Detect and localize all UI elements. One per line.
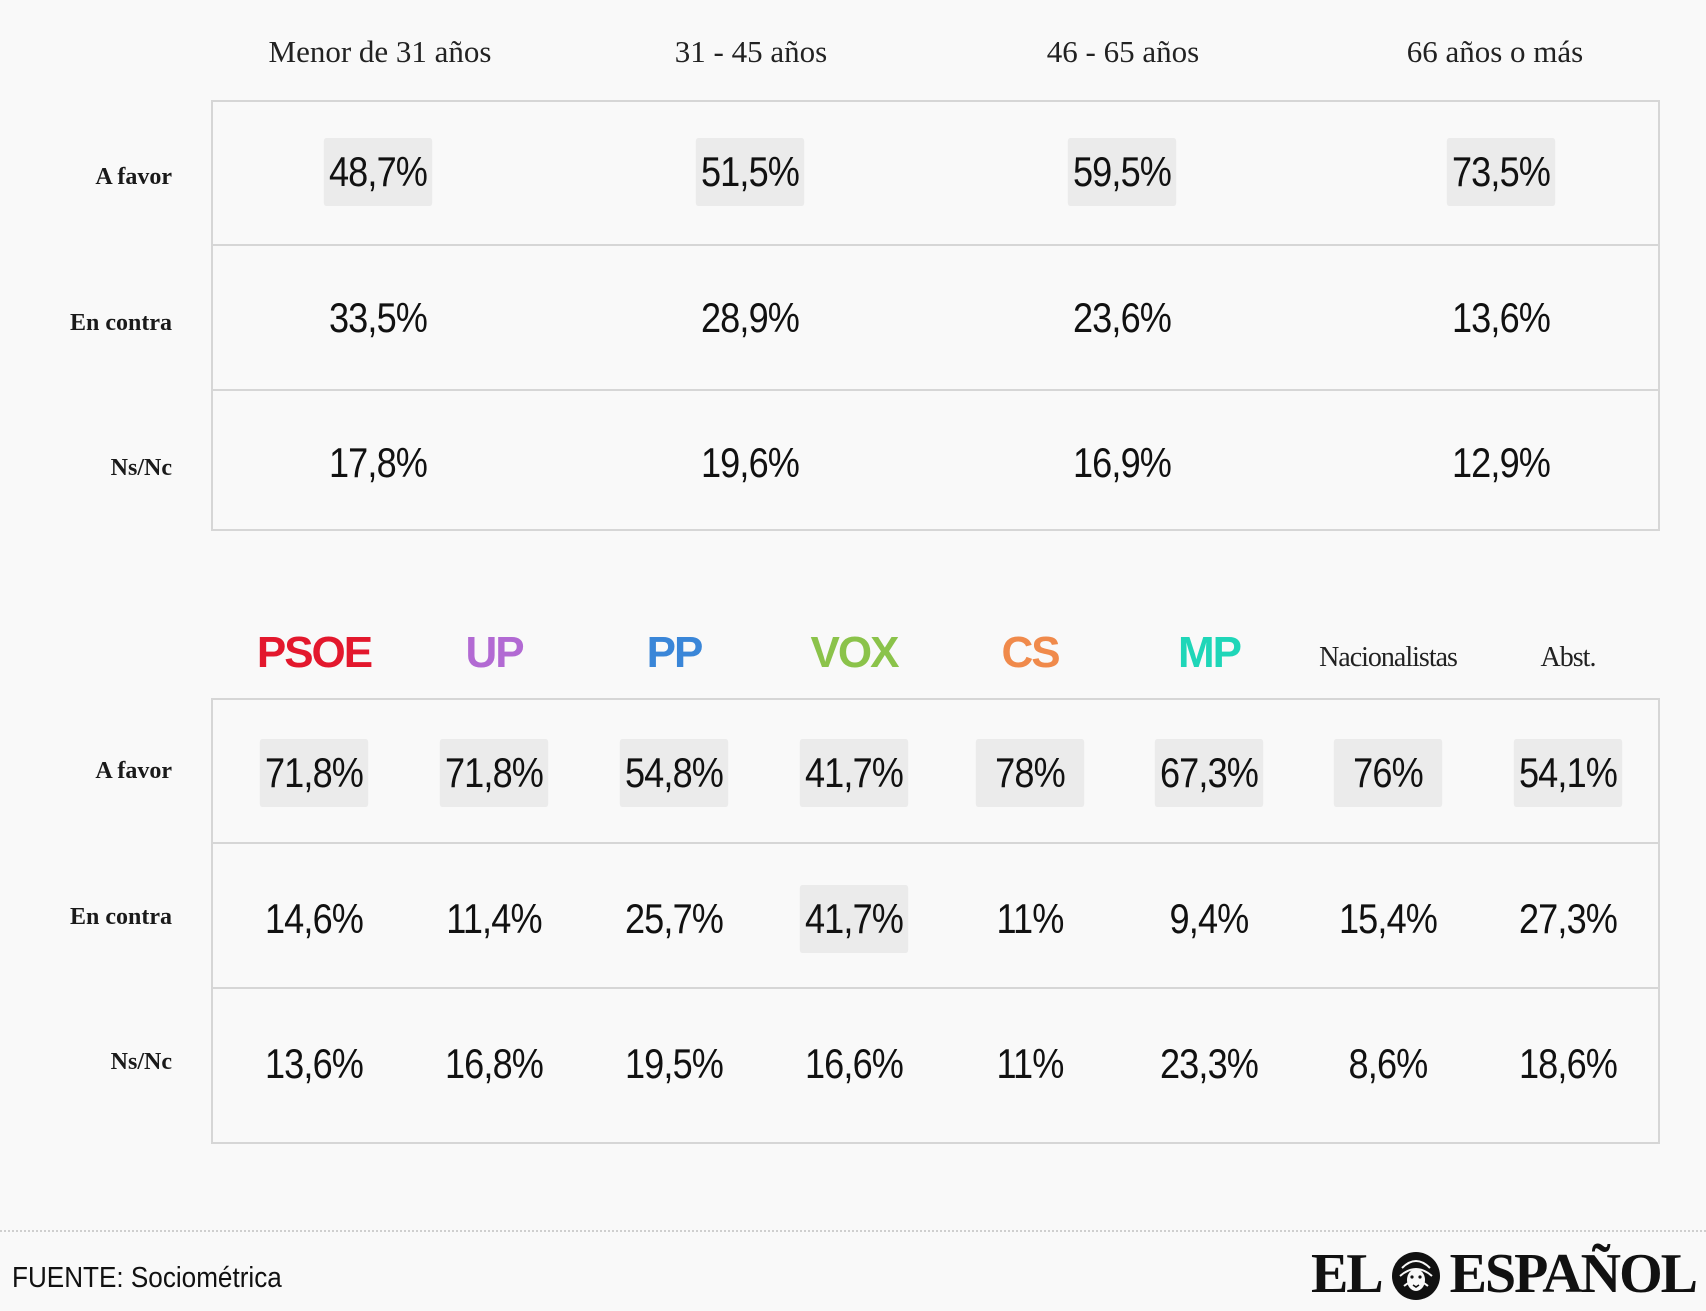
- table-cell: 54,8%: [619, 739, 729, 807]
- logo-text-left: EL: [1310, 1243, 1384, 1305]
- party-column-header: CS: [1001, 628, 1060, 677]
- row-label-ns-nc: Ns/Nc: [110, 1049, 172, 1075]
- age-column-header: Menor de 31 años: [268, 34, 492, 69]
- footer-divider: [0, 1230, 1706, 1232]
- lion-icon: [1391, 1252, 1440, 1300]
- row-divider: [211, 842, 1660, 844]
- table-cell: 13,6%: [1451, 294, 1551, 341]
- table-cell: 41,7%: [799, 885, 909, 953]
- row-label-ns-nc: Ns/Nc: [110, 455, 172, 481]
- party-column-header: UP: [465, 628, 524, 677]
- table-cell: 78%: [975, 739, 1085, 807]
- party-column-header: Abst.: [1540, 642, 1597, 673]
- table-cell: 11,4%: [446, 895, 542, 942]
- row-label-a-favor: A favor: [95, 164, 172, 190]
- age-column-header: 31 - 45 años: [674, 34, 828, 69]
- table-cell: 28,9%: [700, 294, 800, 341]
- table-cell: 23,6%: [1072, 294, 1172, 341]
- party-column-header: PP: [646, 628, 704, 677]
- table-cell: 16,9%: [1072, 439, 1172, 486]
- row-label-a-favor: A favor: [95, 758, 172, 784]
- el-espanol-logo: EL ESPAÑOL: [1310, 1243, 1698, 1305]
- age-column-header: 66 años o más: [1406, 34, 1584, 69]
- table-cell: 18,6%: [1518, 1040, 1618, 1087]
- table-cell: 13,6%: [264, 1040, 364, 1087]
- table-cell: 73,5%: [1446, 138, 1556, 206]
- age-table-frame: [211, 100, 1660, 531]
- table-cell: 71,8%: [259, 739, 369, 807]
- row-divider: [211, 389, 1660, 391]
- table-cell: 11%: [996, 895, 1064, 942]
- table-cell: 15,4%: [1338, 895, 1438, 942]
- party-column-header: MP: [1178, 628, 1242, 677]
- table-cell: 59,5%: [1067, 138, 1177, 206]
- table-cell: 9,4%: [1169, 895, 1250, 942]
- table-cell: 48,7%: [323, 138, 433, 206]
- row-label-en-contra: En contra: [70, 904, 172, 930]
- table-cell: 12,9%: [1451, 439, 1551, 486]
- table-cell: 19,5%: [624, 1040, 724, 1087]
- table-cell: 8,6%: [1348, 1040, 1429, 1087]
- table-cell: 51,5%: [695, 138, 805, 206]
- table-cell: 27,3%: [1518, 895, 1618, 942]
- table-cell: 14,6%: [264, 895, 364, 942]
- table-cell: 19,6%: [700, 439, 800, 486]
- table-cell: 76%: [1333, 739, 1443, 807]
- table-cell: 33,5%: [328, 294, 428, 341]
- table-cell: 71,8%: [439, 739, 549, 807]
- table-cell: 16,6%: [804, 1040, 904, 1087]
- table-cell: 67,3%: [1154, 739, 1264, 807]
- table-cell: 41,7%: [799, 739, 909, 807]
- table-cell: 11%: [996, 1040, 1064, 1087]
- table-cell: 54,1%: [1513, 739, 1623, 807]
- row-divider: [211, 244, 1660, 246]
- table-cell: 16,8%: [444, 1040, 544, 1087]
- party-column-header: Nacionalistas: [1319, 642, 1458, 673]
- party-table-frame: [211, 698, 1660, 1144]
- party-column-header: VOX: [810, 628, 900, 677]
- party-column-header: PSOE: [256, 628, 373, 677]
- table-cell: 25,7%: [624, 895, 724, 942]
- row-divider: [211, 987, 1660, 989]
- row-label-en-contra: En contra: [70, 310, 172, 336]
- table-cell: 17,8%: [328, 439, 428, 486]
- source-note: FUENTE: Sociométrica: [12, 1262, 282, 1294]
- logo-text-right: ESPAÑOL: [1449, 1243, 1698, 1305]
- age-column-header: 46 - 65 años: [1046, 34, 1200, 69]
- table-cell: 23,3%: [1159, 1040, 1259, 1087]
